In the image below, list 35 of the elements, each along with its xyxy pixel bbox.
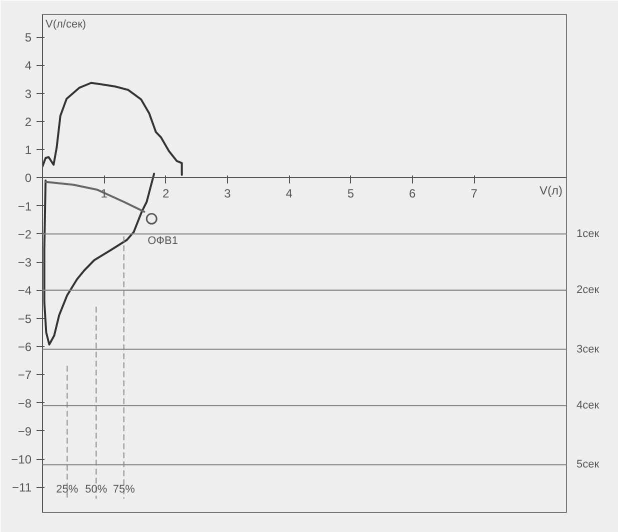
x-tick-label: 3 <box>224 186 232 201</box>
y-tick-label: 4 <box>24 58 32 73</box>
ref-line-label: 5сек <box>576 458 600 471</box>
y-tick-label: 0 <box>24 171 32 186</box>
y-tick-label: −8 <box>18 396 32 410</box>
y-tick-label: −1 <box>18 199 32 214</box>
y-tick-label: −7 <box>18 368 32 382</box>
x-tick-label: 7 <box>470 186 478 201</box>
ref-line-label: 1сек <box>576 228 600 240</box>
y-tick-label: −10 <box>11 452 32 467</box>
x-tick-label: 5 <box>347 186 354 201</box>
y-tick-label: 1 <box>24 143 32 158</box>
y-tick-label: −3 <box>18 256 32 270</box>
annotation: 75% <box>112 484 136 496</box>
y-tick-label: −9 <box>18 424 32 438</box>
x-tick-label: 4 <box>286 186 293 201</box>
ref-line-label: 2сек <box>576 284 600 296</box>
series-label: ОФВ1 <box>148 234 178 247</box>
x-axis-title: V(л) <box>540 184 563 198</box>
y-tick-label: −4 <box>18 284 32 298</box>
y-tick-label: 3 <box>24 86 32 101</box>
line-series <box>42 82 183 176</box>
y-tick-label: −11 <box>12 480 32 495</box>
y-tick-label: −6 <box>18 340 32 354</box>
line-series <box>44 180 146 213</box>
y-axis-title: V(л/сек) <box>46 18 86 30</box>
y-tick-label: −2 <box>18 227 32 242</box>
y-tick-label: 2 <box>24 114 32 129</box>
y-tick-label: −5 <box>18 312 32 326</box>
ref-line-label: 3сек <box>576 343 600 356</box>
x-tick-label: 2 <box>162 186 170 201</box>
y-tick-label: 5 <box>24 30 32 45</box>
x-tick-label: 6 <box>409 186 416 201</box>
ref-line-label: 4сек <box>576 400 600 412</box>
annotation: 25% <box>56 484 78 496</box>
